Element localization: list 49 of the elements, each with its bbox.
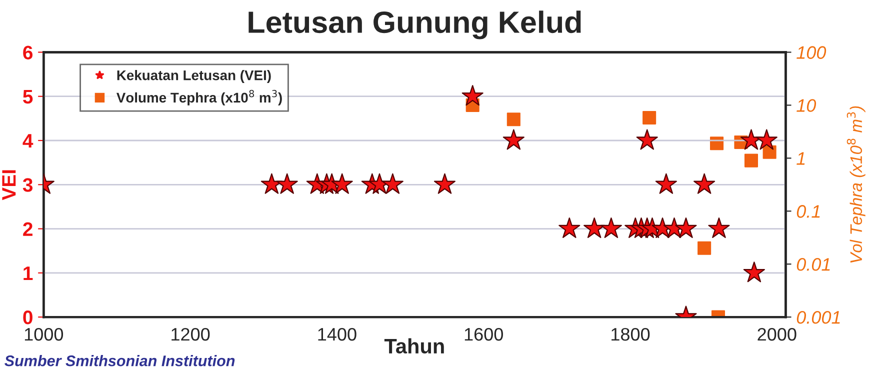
point: [694, 173, 716, 194]
point: [698, 241, 712, 255]
point: [756, 129, 778, 150]
point: [744, 154, 758, 168]
x-tick-label: 1400: [318, 328, 356, 341]
y2-tick-label: 1: [796, 152, 805, 165]
x-tick-label: 1200: [172, 328, 210, 341]
x-tick-label: 2000: [758, 328, 796, 341]
point: [642, 110, 656, 124]
chart-title: Letusan Gunung Kelud: [248, 10, 581, 40]
text: Sumber Smithsonian Institution: [4, 355, 235, 366]
point: [558, 217, 580, 238]
point: [462, 85, 484, 106]
legend-label: Volume Tephra (x10$^{8}$ m$^{3}$): [116, 90, 282, 106]
point: [331, 173, 353, 194]
point: [276, 173, 298, 194]
x-axis-title: Tahun: [384, 338, 444, 354]
point: [710, 136, 724, 150]
point: [260, 173, 282, 194]
y2-tick-label: 0.1: [796, 205, 820, 218]
y-tick-label: 5: [23, 90, 33, 104]
point: [600, 217, 622, 238]
y2-tick-label: 0.01: [796, 258, 830, 271]
y-tick-label: 3: [22, 178, 33, 192]
point: [584, 217, 606, 238]
point: [743, 262, 765, 282]
point: [708, 217, 730, 238]
point: [655, 173, 677, 194]
point: [675, 217, 697, 238]
x-tick-label: 1000: [24, 328, 64, 341]
point: [636, 129, 658, 150]
y-tick-label: 2: [23, 222, 32, 236]
x-tick-label: 1600: [464, 328, 503, 341]
y2-tick-label: 100: [796, 46, 826, 59]
y-tick-label: 4: [22, 134, 34, 148]
point: [434, 173, 456, 194]
legend-label: Kekuatan Letusan (VEI): [117, 70, 271, 83]
y-tick-label: 0: [23, 310, 32, 324]
point: [506, 112, 520, 126]
y-axis-title: VEI: [2, 170, 16, 200]
y-tick-label: 1: [24, 266, 33, 280]
point: [502, 129, 524, 150]
point: [382, 173, 404, 194]
y-tick-label: 6: [23, 46, 33, 60]
y2-axis-title: Vol Tephra (x10$^{8}$ m$^{3}$): [846, 106, 866, 263]
y2-tick-label: 0.001: [796, 310, 840, 324]
point: [762, 145, 776, 159]
y2-tick-label: 10: [796, 99, 816, 112]
x-tick-label: 1800: [612, 328, 650, 341]
